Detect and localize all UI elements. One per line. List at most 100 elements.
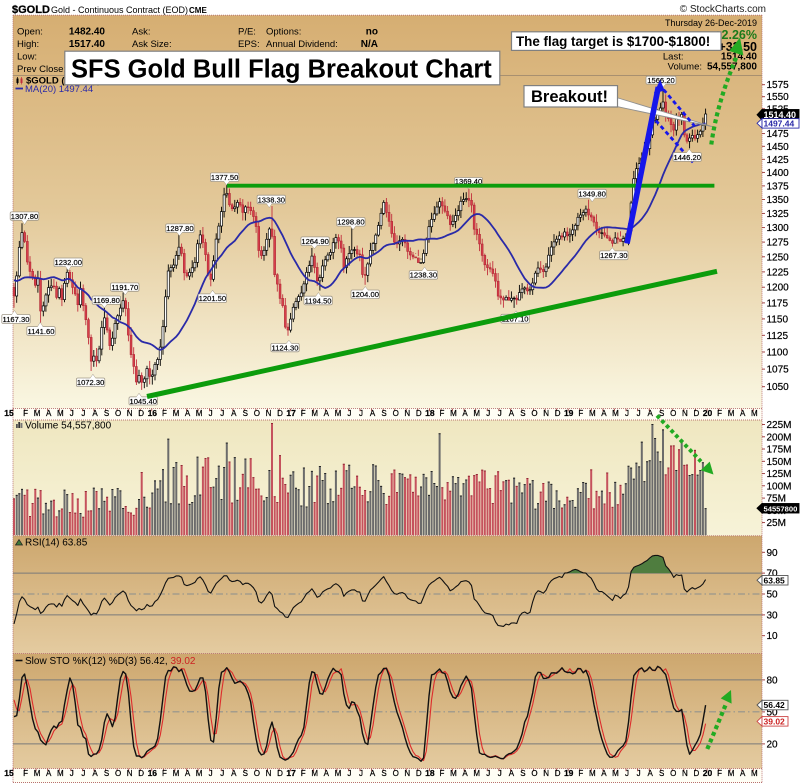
svg-text:1167.30: 1167.30	[3, 315, 30, 324]
svg-text:J: J	[359, 769, 363, 778]
svg-text:1125: 1125	[767, 331, 789, 342]
svg-text:1350: 1350	[767, 195, 790, 206]
svg-text:A: A	[370, 409, 376, 418]
svg-text:A: A	[231, 769, 237, 778]
svg-text:F: F	[717, 409, 722, 418]
svg-text:Slow STO %K(12) %D(3) 56.42, 3: Slow STO %K(12) %D(3) 56.42, 39.02	[25, 656, 196, 667]
svg-text:D: D	[555, 409, 561, 418]
svg-text:D: D	[694, 409, 700, 418]
svg-text:M: M	[335, 409, 342, 418]
svg-text:1100: 1100	[767, 348, 789, 359]
svg-text:J: J	[209, 409, 213, 418]
svg-text:Volume 54,557,800: Volume 54,557,800	[25, 421, 112, 432]
svg-text:1169.80: 1169.80	[93, 296, 120, 305]
svg-text:1475: 1475	[767, 129, 790, 140]
svg-text:A: A	[231, 409, 237, 418]
svg-text:25M: 25M	[767, 518, 786, 529]
svg-text:1075: 1075	[767, 365, 790, 376]
svg-text:63.85: 63.85	[764, 576, 786, 586]
svg-text:20: 20	[767, 739, 779, 750]
svg-text:N: N	[543, 409, 549, 418]
svg-text:1446.20: 1446.20	[673, 153, 700, 162]
svg-text:Open:: Open:	[17, 27, 43, 38]
svg-text:F: F	[578, 409, 583, 418]
svg-text:175M: 175M	[767, 445, 792, 456]
svg-text:1200: 1200	[767, 283, 790, 294]
svg-text:D: D	[694, 769, 700, 778]
svg-text:1275: 1275	[767, 238, 790, 249]
svg-text:S: S	[243, 409, 248, 418]
svg-text:15: 15	[4, 408, 14, 418]
svg-text:1566.20: 1566.20	[647, 76, 674, 85]
svg-text:D: D	[277, 769, 283, 778]
svg-text:S: S	[381, 409, 386, 418]
svg-text:18: 18	[425, 408, 435, 418]
svg-text:O: O	[670, 409, 676, 418]
svg-text:D: D	[555, 769, 561, 778]
svg-text:1238.30: 1238.30	[410, 271, 437, 280]
svg-text:O: O	[531, 769, 537, 778]
svg-text:A: A	[92, 769, 98, 778]
svg-text:16: 16	[148, 768, 158, 778]
svg-text:F: F	[23, 769, 28, 778]
svg-text:A: A	[509, 769, 515, 778]
svg-text:A: A	[462, 769, 468, 778]
svg-text:A: A	[46, 769, 52, 778]
svg-text:F: F	[23, 409, 28, 418]
svg-text:1287.80: 1287.80	[166, 224, 193, 233]
svg-text:M: M	[311, 769, 318, 778]
svg-text:S: S	[243, 769, 248, 778]
svg-text:O: O	[254, 769, 260, 778]
svg-text:High:: High:	[17, 39, 39, 50]
svg-text:A: A	[601, 409, 607, 418]
svg-text:M: M	[34, 769, 41, 778]
svg-text:80: 80	[767, 675, 779, 686]
svg-text:Options:: Options:	[266, 27, 301, 38]
svg-text:1150: 1150	[767, 314, 789, 325]
svg-text:O: O	[115, 409, 121, 418]
svg-text:A: A	[740, 769, 746, 778]
svg-text:1300: 1300	[767, 223, 790, 234]
svg-text:M: M	[473, 769, 480, 778]
svg-text:1517.40: 1517.40	[69, 39, 106, 50]
svg-text:Thursday 26-Dec-2019: Thursday 26-Dec-2019	[665, 18, 757, 28]
svg-text:F: F	[717, 769, 722, 778]
svg-text:Annual Dividend:: Annual Dividend:	[266, 39, 338, 50]
svg-text:F: F	[440, 409, 445, 418]
svg-text:1141.60: 1141.60	[28, 327, 55, 336]
svg-text:1338.30: 1338.30	[258, 195, 285, 204]
svg-text:150M: 150M	[767, 457, 792, 468]
svg-text:70: 70	[767, 569, 779, 580]
svg-text:1307.80: 1307.80	[11, 212, 38, 221]
svg-text:J: J	[625, 409, 629, 418]
svg-text:N: N	[682, 409, 688, 418]
svg-text:1550: 1550	[767, 92, 790, 103]
svg-text:50: 50	[767, 707, 779, 718]
svg-text:O: O	[115, 769, 121, 778]
svg-text:50: 50	[767, 590, 779, 601]
svg-text:M: M	[728, 769, 735, 778]
svg-text:N: N	[543, 769, 549, 778]
svg-text:1349.80: 1349.80	[578, 190, 605, 199]
svg-text:J: J	[347, 409, 351, 418]
svg-text:1497.44: 1497.44	[764, 119, 795, 129]
svg-text:N/A: N/A	[361, 39, 378, 50]
svg-text:1201.50: 1201.50	[199, 294, 226, 303]
svg-text:19: 19	[564, 768, 574, 778]
svg-text:M: M	[34, 409, 41, 418]
svg-text:CME: CME	[189, 6, 207, 15]
svg-text:M: M	[612, 769, 619, 778]
svg-text:M: M	[173, 769, 180, 778]
svg-text:A: A	[648, 769, 654, 778]
svg-text:M: M	[612, 409, 619, 418]
svg-text:S: S	[520, 409, 525, 418]
svg-text:A: A	[509, 409, 515, 418]
svg-text:D: D	[416, 409, 422, 418]
svg-text:F: F	[301, 409, 306, 418]
svg-text:A: A	[185, 769, 191, 778]
svg-text:J: J	[81, 409, 85, 418]
svg-text:17: 17	[286, 768, 296, 778]
svg-text:Last:: Last:	[663, 52, 684, 63]
svg-text:125M: 125M	[767, 469, 792, 480]
svg-text:1514.40: 1514.40	[721, 52, 758, 63]
